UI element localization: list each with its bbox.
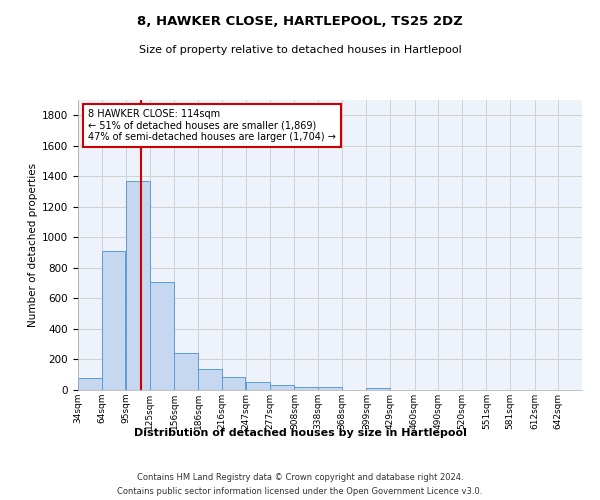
Text: 8, HAWKER CLOSE, HARTLEPOOL, TS25 2DZ: 8, HAWKER CLOSE, HARTLEPOOL, TS25 2DZ — [137, 15, 463, 28]
Text: Contains public sector information licensed under the Open Government Licence v3: Contains public sector information licen… — [118, 488, 482, 496]
Text: Distribution of detached houses by size in Hartlepool: Distribution of detached houses by size … — [134, 428, 466, 438]
Text: Contains HM Land Registry data © Crown copyright and database right 2024.: Contains HM Land Registry data © Crown c… — [137, 472, 463, 482]
Bar — [198, 368, 222, 390]
Bar — [367, 388, 390, 390]
Text: Size of property relative to detached houses in Hartlepool: Size of property relative to detached ho… — [139, 45, 461, 55]
Bar — [150, 282, 173, 390]
Bar — [175, 352, 198, 390]
Bar — [295, 387, 318, 390]
Bar — [246, 382, 270, 390]
Bar — [126, 181, 150, 390]
Bar — [78, 378, 101, 390]
Y-axis label: Number of detached properties: Number of detached properties — [28, 163, 38, 327]
Bar — [101, 251, 125, 390]
Bar — [270, 386, 293, 390]
Text: 8 HAWKER CLOSE: 114sqm
← 51% of detached houses are smaller (1,869)
47% of semi-: 8 HAWKER CLOSE: 114sqm ← 51% of detached… — [88, 108, 336, 142]
Bar — [318, 387, 342, 390]
Bar — [222, 377, 245, 390]
